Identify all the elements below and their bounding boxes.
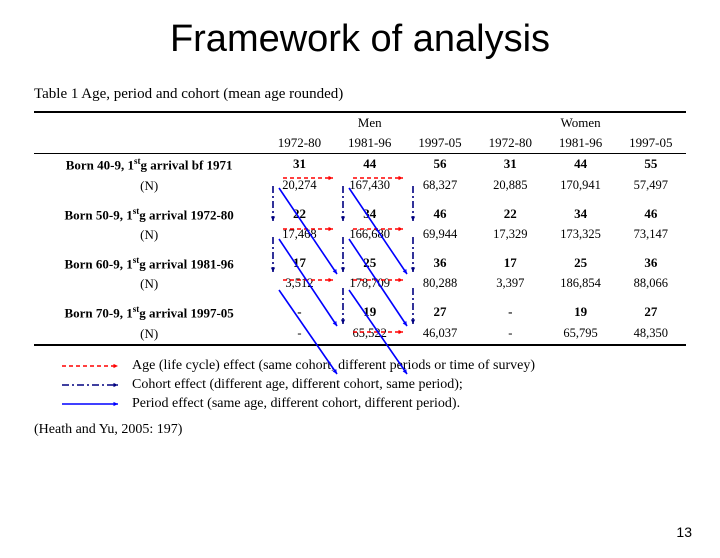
r3-w0-age: - [475, 302, 545, 323]
group-women: Women [475, 112, 686, 133]
r0-w2-n: 57,497 [616, 176, 686, 196]
r0-m0-age: 31 [264, 154, 334, 176]
r3-w2-n: 48,350 [616, 324, 686, 345]
r3-m2-age: 27 [405, 302, 475, 323]
period-w-0: 1972-80 [475, 133, 545, 154]
r3-w1-age: 19 [545, 302, 615, 323]
r0-w1-n: 170,941 [545, 176, 615, 196]
r2-w0-n: 3,397 [475, 274, 545, 294]
apc-table: Men Women 1972-80 1981-96 1997-05 1972-8… [34, 111, 686, 345]
r3-m1-n: 65,522 [335, 324, 405, 345]
r0-m1-age: 44 [335, 154, 405, 176]
r1-w0-n: 17,329 [475, 225, 545, 245]
row0-label: Born 40-9, 1stg arrival bf 1971 [34, 154, 264, 176]
r1-m0-n: 17,468 [264, 225, 334, 245]
r2-m1-age: 25 [335, 253, 405, 274]
legend-cohort: Cohort effect (different age, different … [60, 377, 720, 393]
r2-m2-age: 36 [405, 253, 475, 274]
legend-period: Period effect (same age, different cohor… [60, 396, 720, 412]
row2-label: Born 60-9, 1stg arrival 1981-96 [34, 253, 264, 274]
legend-period-text: Period effect (same age, different cohor… [132, 396, 460, 412]
row3-n: (N) [34, 324, 264, 345]
r0-w2-age: 55 [616, 154, 686, 176]
r3-w0-n: - [475, 324, 545, 345]
r3-m2-n: 46,037 [405, 324, 475, 345]
r1-w0-age: 22 [475, 204, 545, 225]
legend-age: Age (life cycle) effect (same cohort, di… [60, 358, 720, 374]
r0-m2-age: 56 [405, 154, 475, 176]
row2-n: (N) [34, 274, 264, 294]
r2-w2-n: 88,066 [616, 274, 686, 294]
r3-w1-n: 65,795 [545, 324, 615, 345]
r2-w2-age: 36 [616, 253, 686, 274]
r3-m0-n: - [264, 324, 334, 345]
r2-w1-n: 186,854 [545, 274, 615, 294]
slide-title: Framework of analysis [0, 18, 720, 61]
r2-m1-n: 178,709 [335, 274, 405, 294]
r1-m1-n: 166,680 [335, 225, 405, 245]
r0-w1-age: 44 [545, 154, 615, 176]
legend-cohort-text: Cohort effect (different age, different … [132, 377, 463, 393]
legend: Age (life cycle) effect (same cohort, di… [60, 358, 720, 412]
r1-w2-age: 46 [616, 204, 686, 225]
row0-n: (N) [34, 176, 264, 196]
r1-m1-age: 34 [335, 204, 405, 225]
r1-w2-n: 73,147 [616, 225, 686, 245]
r0-w0-n: 20,885 [475, 176, 545, 196]
row1-n: (N) [34, 225, 264, 245]
group-men: Men [264, 112, 475, 133]
r2-w0-age: 17 [475, 253, 545, 274]
r2-m2-n: 80,288 [405, 274, 475, 294]
period-m-1: 1981-96 [335, 133, 405, 154]
period-m-0: 1972-80 [264, 133, 334, 154]
legend-age-arrow [60, 359, 124, 373]
r3-m0-age: - [264, 302, 334, 323]
period-w-1: 1981-96 [545, 133, 615, 154]
citation: (Heath and Yu, 2005: 197) [34, 422, 720, 438]
row3-label: Born 70-9, 1stg arrival 1997-05 [34, 302, 264, 323]
r1-w1-age: 34 [545, 204, 615, 225]
period-m-2: 1997-05 [405, 133, 475, 154]
r1-w1-n: 173,325 [545, 225, 615, 245]
legend-period-arrow [60, 397, 124, 411]
row1-label: Born 50-9, 1stg arrival 1972-80 [34, 204, 264, 225]
r0-m2-n: 68,327 [405, 176, 475, 196]
r1-m0-age: 22 [264, 204, 334, 225]
r3-m1-age: 19 [335, 302, 405, 323]
table-caption: Table 1 Age, period and cohort (mean age… [34, 86, 720, 103]
r0-w0-age: 31 [475, 154, 545, 176]
period-w-2: 1997-05 [616, 133, 686, 154]
r1-m2-age: 46 [405, 204, 475, 225]
page-number: 13 [676, 524, 692, 540]
r0-m1-n: 167,430 [335, 176, 405, 196]
r1-m2-n: 69,944 [405, 225, 475, 245]
legend-age-text: Age (life cycle) effect (same cohort, di… [132, 358, 535, 374]
r2-m0-age: 17 [264, 253, 334, 274]
r3-w2-age: 27 [616, 302, 686, 323]
r0-m0-n: 20,274 [264, 176, 334, 196]
r2-w1-age: 25 [545, 253, 615, 274]
legend-cohort-arrow [60, 378, 124, 392]
r2-m0-n: 3,512 [264, 274, 334, 294]
